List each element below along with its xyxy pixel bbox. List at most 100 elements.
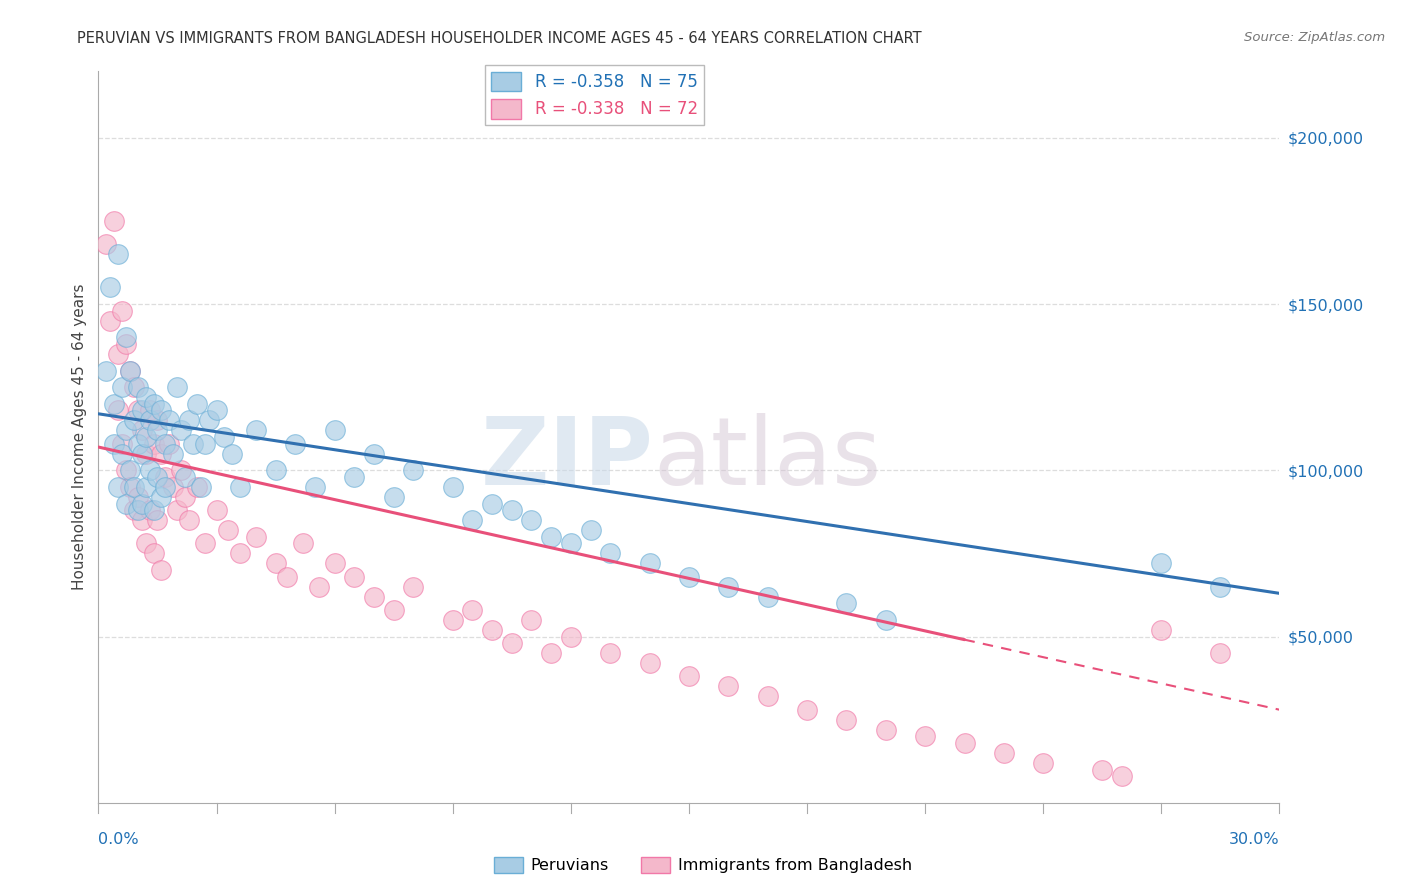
Point — [138, 503, 160, 517]
Point — [756, 690, 779, 704]
Point — [343, 470, 366, 484]
Point — [170, 463, 193, 477]
Point — [205, 503, 228, 517]
Point — [177, 513, 200, 527]
Point — [678, 570, 700, 584]
Point — [155, 470, 177, 484]
Point — [135, 480, 157, 494]
Point — [127, 490, 149, 504]
Point — [501, 503, 523, 517]
Point — [111, 380, 134, 394]
Point — [1091, 763, 1114, 777]
Point — [599, 546, 621, 560]
Point — [276, 570, 298, 584]
Point — [363, 447, 385, 461]
Point — [441, 613, 464, 627]
Text: 30.0%: 30.0% — [1229, 832, 1279, 847]
Point — [323, 557, 346, 571]
Point — [217, 523, 239, 537]
Point — [560, 536, 582, 550]
Point — [115, 424, 138, 438]
Point — [756, 590, 779, 604]
Point — [146, 470, 169, 484]
Point — [1150, 557, 1173, 571]
Point — [142, 503, 165, 517]
Point — [197, 413, 219, 427]
Text: PERUVIAN VS IMMIGRANTS FROM BANGLADESH HOUSEHOLDER INCOME AGES 45 - 64 YEARS COR: PERUVIAN VS IMMIGRANTS FROM BANGLADESH H… — [77, 31, 922, 46]
Point — [127, 380, 149, 394]
Point — [122, 413, 145, 427]
Point — [135, 390, 157, 404]
Point — [221, 447, 243, 461]
Point — [131, 513, 153, 527]
Point — [181, 436, 204, 450]
Point — [1209, 646, 1232, 660]
Point — [501, 636, 523, 650]
Point — [150, 447, 173, 461]
Text: 0.0%: 0.0% — [98, 832, 139, 847]
Point — [914, 729, 936, 743]
Text: Source: ZipAtlas.com: Source: ZipAtlas.com — [1244, 31, 1385, 45]
Point — [138, 463, 160, 477]
Point — [717, 680, 740, 694]
Point — [796, 703, 818, 717]
Point — [402, 580, 425, 594]
Point — [146, 424, 169, 438]
Text: atlas: atlas — [654, 413, 882, 505]
Point — [142, 397, 165, 411]
Point — [205, 403, 228, 417]
Point — [520, 613, 543, 627]
Point — [579, 523, 602, 537]
Point — [304, 480, 326, 494]
Point — [162, 480, 184, 494]
Point — [174, 490, 197, 504]
Point — [229, 480, 252, 494]
Point — [875, 723, 897, 737]
Point — [107, 480, 129, 494]
Point — [103, 436, 125, 450]
Point — [194, 536, 217, 550]
Point — [308, 580, 330, 594]
Point — [138, 403, 160, 417]
Point — [481, 497, 503, 511]
Point — [292, 536, 315, 550]
Point — [245, 424, 267, 438]
Point — [166, 380, 188, 394]
Point — [115, 463, 138, 477]
Point — [343, 570, 366, 584]
Point — [157, 436, 180, 450]
Point — [122, 503, 145, 517]
Point — [194, 436, 217, 450]
Point — [107, 247, 129, 261]
Point — [146, 513, 169, 527]
Point — [382, 603, 405, 617]
Point — [560, 630, 582, 644]
Point — [107, 403, 129, 417]
Point — [638, 557, 661, 571]
Point — [122, 480, 145, 494]
Point — [402, 463, 425, 477]
Point — [115, 330, 138, 344]
Point — [1111, 769, 1133, 783]
Point — [103, 397, 125, 411]
Point — [382, 490, 405, 504]
Point — [98, 314, 121, 328]
Legend: Peruvians, Immigrants from Bangladesh: Peruvians, Immigrants from Bangladesh — [488, 850, 918, 880]
Point — [835, 713, 858, 727]
Point — [150, 403, 173, 417]
Point — [115, 497, 138, 511]
Point — [520, 513, 543, 527]
Point — [135, 430, 157, 444]
Point — [717, 580, 740, 594]
Point — [481, 623, 503, 637]
Point — [323, 424, 346, 438]
Point — [245, 530, 267, 544]
Point — [461, 603, 484, 617]
Point — [540, 646, 562, 660]
Point — [177, 413, 200, 427]
Point — [264, 463, 287, 477]
Point — [111, 436, 134, 450]
Point — [122, 380, 145, 394]
Point — [264, 557, 287, 571]
Y-axis label: Householder Income Ages 45 - 64 years: Householder Income Ages 45 - 64 years — [72, 284, 87, 591]
